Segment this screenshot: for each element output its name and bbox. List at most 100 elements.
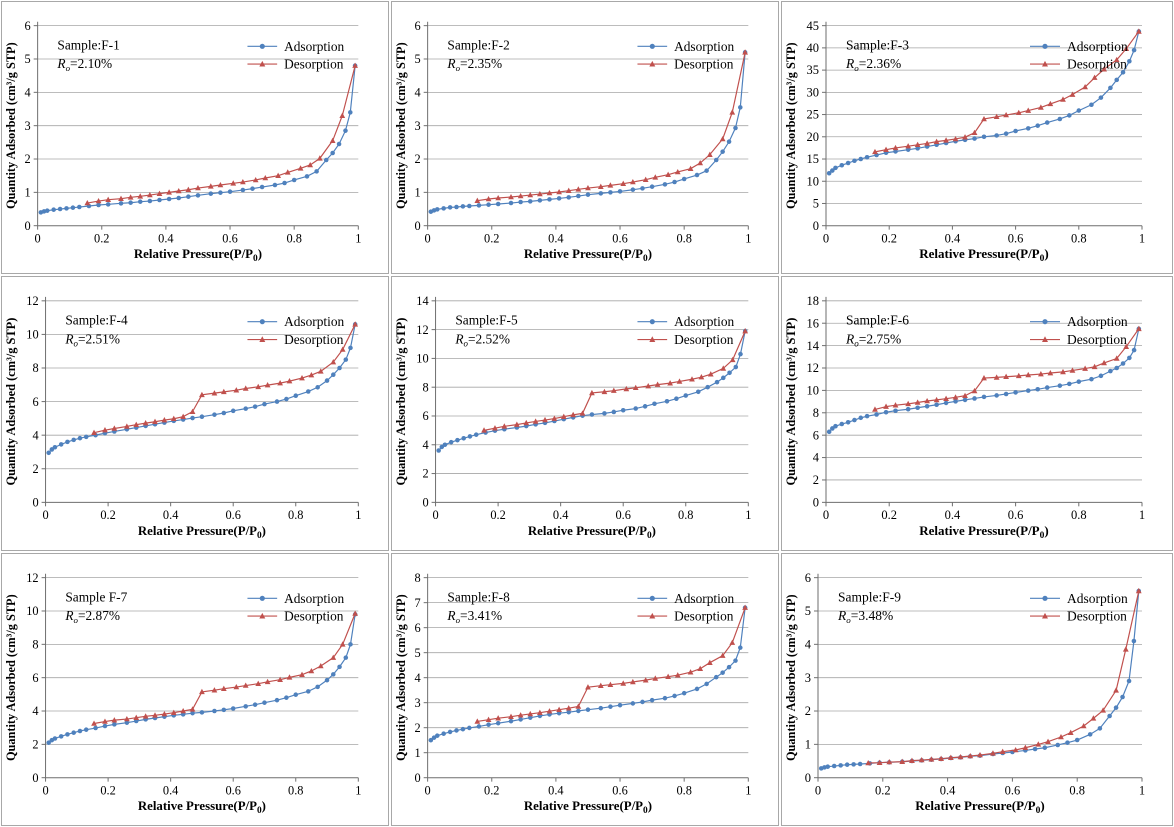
legend: Adsorption Desorption (247, 314, 344, 347)
desorption-point (299, 671, 305, 677)
desorption-point (166, 189, 172, 195)
x-tick-label: 1 (745, 783, 751, 797)
adsorption-point (259, 184, 265, 190)
desorption-point (542, 416, 548, 423)
adsorption-point (720, 670, 725, 675)
x-tick-label: 1 (355, 508, 361, 522)
adsorption-point (1035, 123, 1041, 128)
desorption-point (957, 753, 964, 760)
adsorption-point (905, 147, 911, 152)
legend-label: Desorption (674, 332, 734, 347)
adsorption-point (1127, 58, 1132, 64)
desorption-point (352, 62, 358, 68)
adsorption-point (186, 194, 191, 199)
y-tick-label: 8 (32, 361, 38, 375)
desorption-point (495, 715, 502, 721)
y-tick-label: 3 (805, 671, 811, 685)
desorption-point (883, 146, 889, 152)
desorption-point (142, 713, 149, 719)
adsorption-point (851, 762, 856, 767)
desorption-point (1003, 373, 1010, 380)
adsorption-point (83, 434, 89, 440)
isotherm-chart-f5: 0 2 4 6 8 10 12 14 0 0.2 0.4 0.6 0.8 1 Sample:F-5 Ro=2.… (394, 294, 752, 541)
adsorption-point (1127, 355, 1132, 361)
desorption-point (95, 197, 102, 204)
adsorption-point (1120, 694, 1125, 700)
adsorption-point (190, 710, 195, 716)
adsorption-point (166, 196, 172, 202)
desorption-point (1113, 687, 1119, 693)
y-tick-label: 0 (32, 496, 38, 510)
desorption-point (551, 415, 558, 421)
desorption-point (517, 712, 524, 718)
desorption-point (928, 756, 935, 762)
y-tick-label: 12 (26, 294, 38, 308)
adsorption-point (460, 726, 466, 732)
adsorption-point (617, 189, 623, 194)
y-tick-label: 4 (25, 85, 31, 99)
y-tick-label: 2 (805, 704, 811, 718)
y-tick-label: 7 (415, 596, 421, 610)
desorption-point (255, 680, 262, 686)
desorption-point (579, 410, 586, 416)
adsorption-point (620, 407, 626, 413)
desorption-point (252, 176, 259, 183)
desorption-point (729, 356, 736, 363)
desorption-point (1082, 365, 1089, 371)
adsorption-point (589, 412, 595, 417)
adsorption-point (252, 702, 258, 707)
adsorption-point (467, 434, 473, 439)
desorption-point (317, 368, 324, 374)
x-tick-label: 0.4 (158, 231, 173, 245)
x-tick-label: 0.6 (225, 783, 240, 797)
adsorption-point (1120, 361, 1126, 366)
legend-label: Adsorption (284, 39, 344, 54)
legend-label: Adsorption (284, 591, 344, 606)
y-tick-label: 8 (422, 380, 428, 394)
adsorption-point (924, 404, 930, 409)
y-tick-label: 6 (422, 409, 428, 423)
x-tick-label: 0.4 (548, 783, 563, 797)
adsorption-point (576, 708, 581, 714)
adsorption-point (694, 686, 700, 692)
adsorption-point (1113, 705, 1119, 710)
adsorption-point (331, 372, 336, 378)
legend-circle-marker-icon (649, 319, 655, 325)
desorption-point (352, 610, 359, 616)
y-tick-label: 4 (32, 704, 38, 718)
y-tick-label: 45 (807, 19, 819, 33)
adsorption-point (1044, 120, 1050, 125)
adsorption-point (274, 697, 280, 703)
adsorption-point (348, 642, 353, 647)
adsorption-point (1114, 365, 1120, 371)
adsorption-point (640, 186, 645, 191)
axes: 0 1 2 3 4 5 6 0 0.2 0.4 0.6 0.8 1 (805, 571, 1145, 798)
adsorption-point (630, 187, 636, 192)
adsorption-point (838, 763, 843, 768)
adsorption-markers (428, 50, 748, 214)
x-tick-label: 0.8 (676, 783, 691, 797)
adsorption-point (65, 439, 70, 445)
desorption-point (729, 639, 736, 645)
desorption-point (175, 187, 182, 194)
isotherm-chart-f4: 0 2 4 6 8 10 12 0 0.2 0.4 0.6 0.8 1 Sample:F-4 Ro=2.51… (4, 294, 362, 541)
adsorption-point (1067, 113, 1072, 118)
gridlines (37, 25, 359, 193)
adsorption-point (190, 415, 195, 421)
adsorption-point (1057, 383, 1063, 388)
desorption-point (1035, 741, 1042, 747)
adsorption-point (598, 191, 604, 196)
adsorption-point (199, 710, 205, 715)
desorption-point (286, 378, 293, 384)
legend: Adsorption Desorption (637, 314, 734, 347)
desorption-point (1047, 369, 1054, 376)
desorption-point (652, 174, 659, 180)
sample-label: Sample:F-6 (846, 313, 909, 328)
x-tick-label: 0.2 (490, 508, 505, 522)
x-tick-label: 0.6 (1008, 232, 1024, 246)
adsorption-point (323, 157, 329, 163)
x-axis-title: Relative Pressure(P/P0) (134, 247, 262, 264)
adsorption-point (1065, 740, 1070, 745)
legend-triangle-marker-icon (1042, 612, 1048, 619)
y-tick-label: 5 (25, 52, 31, 66)
